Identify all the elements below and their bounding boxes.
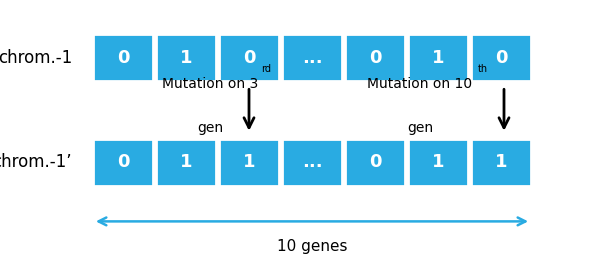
FancyBboxPatch shape: [345, 34, 405, 81]
Text: 1: 1: [495, 154, 507, 171]
FancyBboxPatch shape: [345, 139, 405, 186]
Text: 1: 1: [243, 154, 255, 171]
Text: 1: 1: [432, 154, 444, 171]
FancyBboxPatch shape: [156, 34, 216, 81]
Text: Mutation on 3: Mutation on 3: [162, 77, 258, 91]
Text: 1: 1: [180, 154, 192, 171]
Text: chrom.-1: chrom.-1: [0, 49, 72, 67]
FancyBboxPatch shape: [219, 34, 279, 81]
FancyBboxPatch shape: [408, 139, 468, 186]
Text: 0: 0: [369, 154, 381, 171]
Text: 10 genes: 10 genes: [277, 239, 347, 254]
Text: Mutation on 10: Mutation on 10: [367, 77, 473, 91]
Text: 0: 0: [117, 154, 129, 171]
FancyBboxPatch shape: [93, 139, 153, 186]
Text: ...: ...: [302, 154, 322, 171]
Text: 0: 0: [495, 49, 507, 67]
FancyBboxPatch shape: [219, 139, 279, 186]
Text: 0: 0: [369, 49, 381, 67]
FancyBboxPatch shape: [471, 139, 531, 186]
Text: th: th: [478, 64, 488, 74]
Text: ...: ...: [302, 49, 322, 67]
FancyBboxPatch shape: [408, 34, 468, 81]
Text: 0: 0: [243, 49, 255, 67]
FancyBboxPatch shape: [93, 34, 153, 81]
FancyBboxPatch shape: [156, 139, 216, 186]
Text: 1: 1: [432, 49, 444, 67]
Text: gen: gen: [407, 121, 433, 135]
FancyBboxPatch shape: [471, 34, 531, 81]
FancyBboxPatch shape: [282, 139, 342, 186]
Text: rd: rd: [261, 64, 271, 74]
Text: gen: gen: [197, 121, 223, 135]
Text: 1: 1: [180, 49, 192, 67]
FancyBboxPatch shape: [282, 34, 342, 81]
Text: 0: 0: [117, 49, 129, 67]
Text: chrom.-1’: chrom.-1’: [0, 154, 72, 171]
